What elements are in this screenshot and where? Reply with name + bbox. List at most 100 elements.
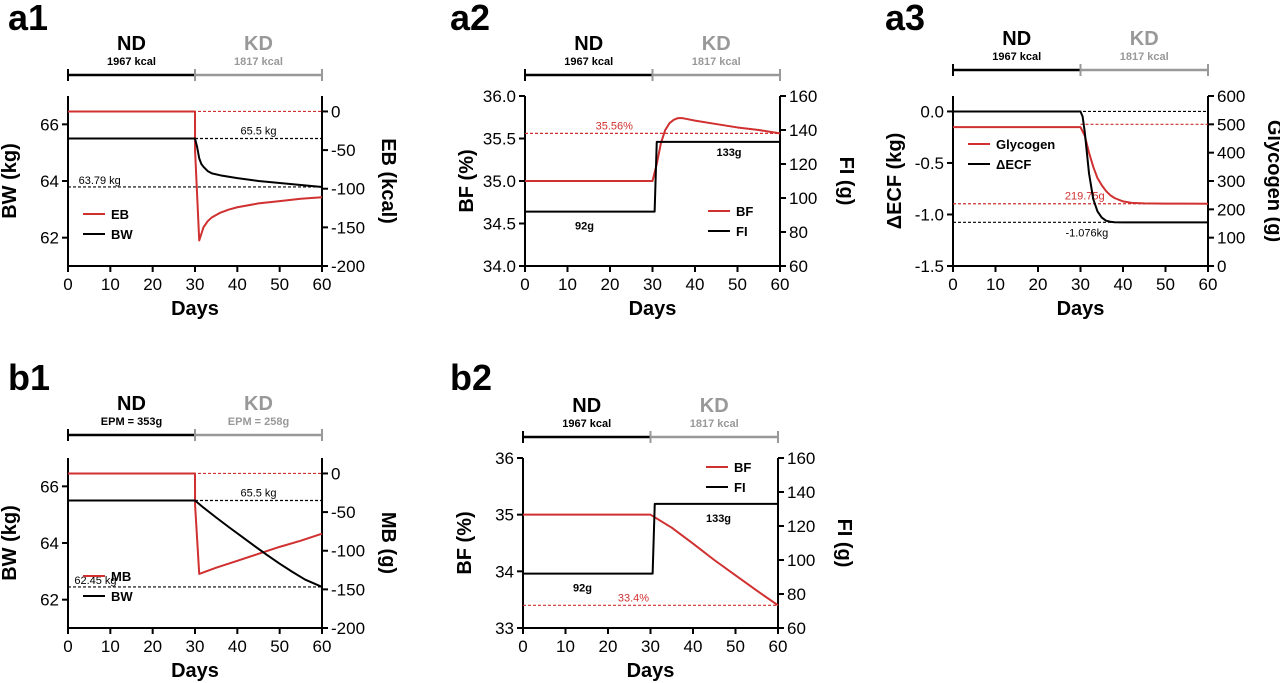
y-right-tick-label: 100 [787,551,815,570]
nd-title: ND [574,33,603,55]
x-tick-label: 10 [556,637,575,656]
series-line-FI [523,502,778,575]
x-tick-label: 50 [270,637,289,656]
kd-title: KD [702,33,731,55]
legend-label: BF [736,204,753,219]
y-right-tick-label: 100 [789,189,817,208]
reference-label: 62.45 kg [74,575,116,587]
x-tick-label: 50 [270,275,289,294]
nd-subtitle: EPM = 353g [101,416,162,428]
y-left-tick-label: 0.0 [920,102,944,121]
y-left-tick-label: 36 [495,449,514,468]
kd-subtitle: 1817 kcal [690,418,739,430]
x-tick-label: 10 [101,637,120,656]
x-tick-label: 60 [313,275,332,294]
y-left-tick-label: 34 [495,562,514,581]
x-tick-label: 30 [641,637,660,656]
legend: MB BW [83,569,133,604]
y-left-tick-label: 35.0 [483,172,516,191]
x-axis-title: Days [627,660,675,682]
x-tick-label: 0 [63,275,72,294]
reference-label: 219.75g [1065,191,1105,203]
legend: BF FI [706,460,751,495]
value-annotation: 92g [575,221,594,233]
nd-title: ND [572,395,601,417]
y-right-tick-label: 200 [1217,200,1245,219]
nd-subtitle: 1967 kcal [107,56,156,68]
y-left-tick-label: 64 [40,534,59,553]
y-right-tick-label: 500 [1217,115,1245,134]
x-tick-label: 20 [1029,275,1048,294]
x-axis-title: Days [629,298,677,320]
y-right-tick-label: -200 [331,257,365,276]
nd-title: ND [117,33,146,55]
series-line-EB [68,110,323,242]
y-left-tick-label: 66 [40,115,59,134]
kd-title: KD [700,395,729,417]
axes: 0 10 20 30 40 50 60 Days 62 64 66 -200 -150 -100 -50 0 B… [0,96,399,320]
y-right-tick-label: 0 [331,102,340,121]
y-left-axis-title: BW (kg) [0,143,21,219]
y-right-tick-label: 400 [1217,144,1245,163]
legend-label: BW [111,589,133,604]
kd-subtitle: 1817 kcal [1120,51,1169,63]
series-line-MB [68,472,323,575]
y-left-tick-label: -1.5 [915,257,944,276]
nd-title: ND [1002,28,1031,50]
y-right-axis-title: MB (g) [377,512,399,574]
axes: 0 10 20 30 40 50 60 Days 33 34 35 36 60 80 100 120 140 16… [454,449,855,682]
x-axis-title: Days [171,298,219,320]
x-tick-label: 30 [643,275,662,294]
y-left-axis-title: BF (%) [454,511,476,574]
y-right-tick-label: 100 [1217,229,1245,248]
x-tick-label: 30 [186,637,205,656]
value-annotation: 133g [706,513,731,525]
y-right-tick-label: -200 [331,619,365,638]
y-left-axis-title: BF (%) [456,149,478,212]
y-left-tick-label: 62 [40,591,59,610]
y-right-tick-label: 160 [787,449,815,468]
nd-subtitle: 1967 kcal [992,51,1041,63]
reference-label: -1.076kg [1065,227,1108,239]
x-tick-label: 40 [228,637,247,656]
panel-label: a2 [450,0,490,38]
y-left-axis-title: ΔECF (kg) [884,133,906,230]
y-right-tick-label: -50 [331,503,356,522]
y-left-axis-title: BW (kg) [0,505,21,581]
legend-label: FI [734,480,746,495]
kd-title: KD [1130,28,1159,50]
panel-label: a1 [8,0,48,38]
reference-label: 33.4% [618,592,649,604]
panel-label: b2 [450,357,492,398]
x-tick-label: 60 [313,637,332,656]
axes: 0 10 20 30 40 50 60 Days 34.0 34.5 35.0 35.5 36.0 60 8… [456,87,857,320]
legend-label: EB [111,207,129,222]
series-line-ΔECF [953,110,1208,224]
y-right-tick-label: 120 [789,155,817,174]
y-right-tick-label: 600 [1217,87,1245,106]
x-tick-label: 0 [518,637,527,656]
y-left-tick-label: 36.0 [483,87,516,106]
x-tick-label: 20 [143,637,162,656]
y-right-tick-label: 160 [789,87,817,106]
y-right-tick-label: 80 [789,223,808,242]
x-tick-label: 50 [728,275,747,294]
y-right-tick-label: 300 [1217,172,1245,191]
y-left-tick-label: 35.5 [483,130,516,149]
y-right-axis-title: Glycogen (g) [1263,120,1280,242]
legend-label: ΔECF [996,157,1031,172]
reference-label: 65.5 kg [240,488,276,500]
kd-subtitle: EPM = 258g [228,416,289,428]
kd-subtitle: 1817 kcal [234,56,283,68]
x-tick-label: 30 [1071,275,1090,294]
value-annotation: 92g [573,583,592,595]
x-tick-label: 40 [684,637,703,656]
panel-label: a3 [885,0,925,38]
x-tick-label: 60 [769,637,788,656]
y-right-axis-title: FI (g) [833,519,855,568]
